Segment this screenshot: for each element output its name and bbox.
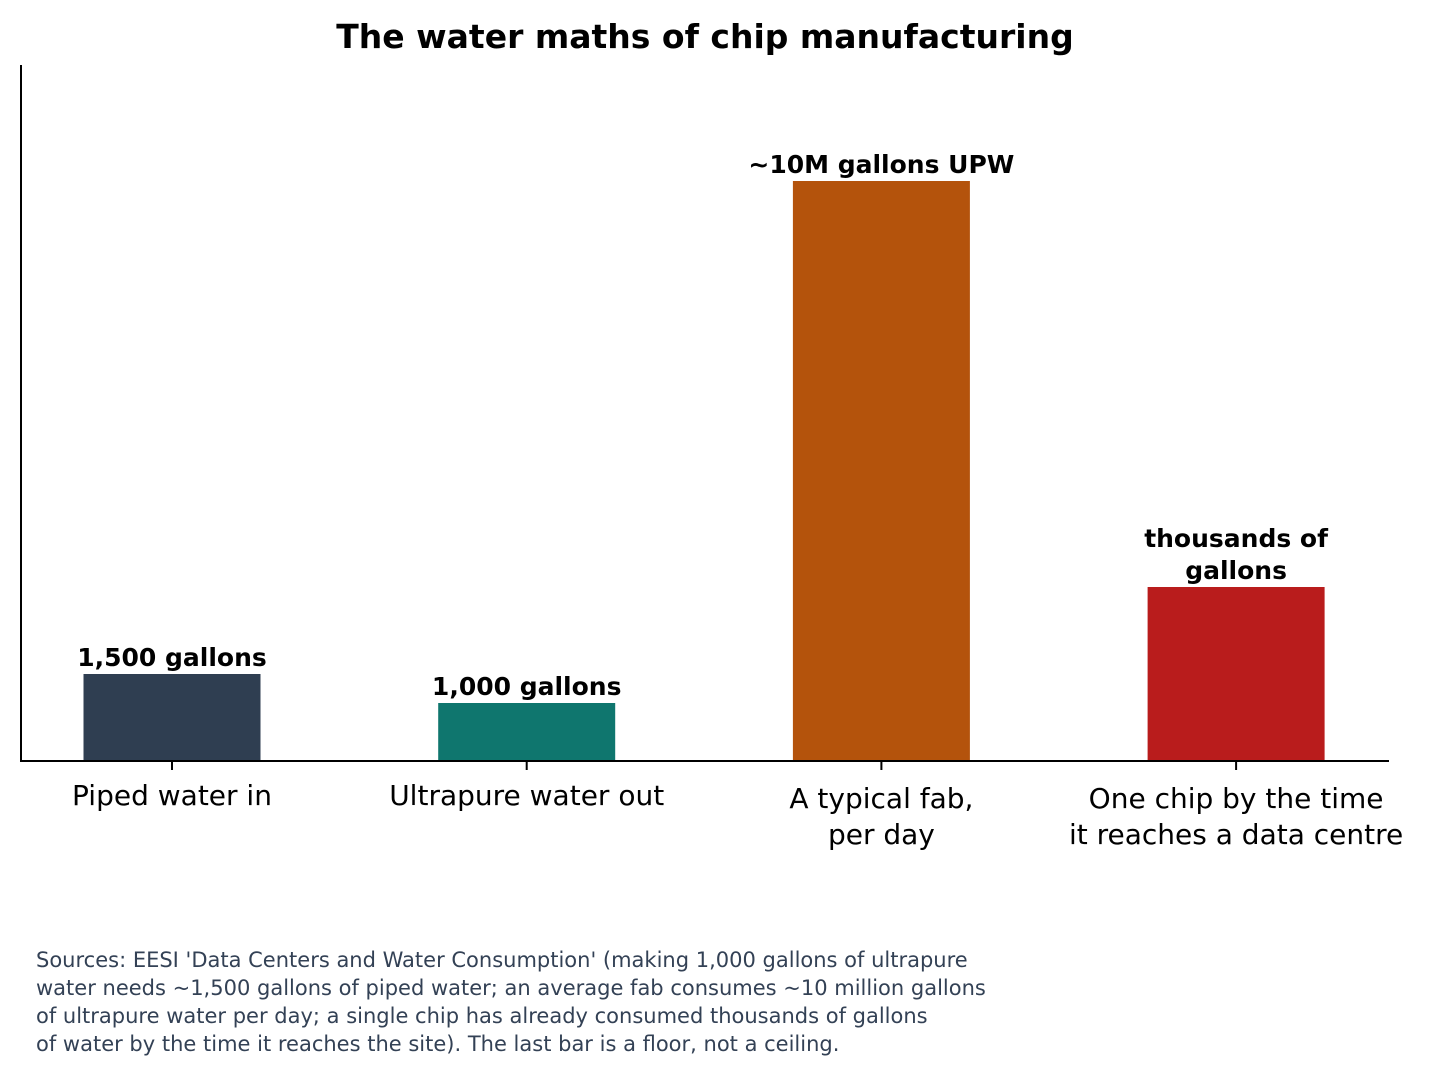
chart: The water maths of chip manufacturing 1,… bbox=[20, 17, 1403, 851]
bar-value-label-4: thousands of gallons bbox=[1144, 524, 1329, 585]
x-tick-label-1: Piped water in bbox=[72, 779, 272, 812]
source-note: Sources: EESI 'Data Centers and Water Co… bbox=[36, 948, 986, 1056]
x-tick-label-2: Ultrapure water out bbox=[389, 779, 664, 812]
bar-value-label-1: 1,500 gallons bbox=[77, 643, 267, 672]
x-tick-label-4: One chip by the time it reaches a data ce… bbox=[1069, 782, 1403, 851]
bar-3 bbox=[792, 181, 970, 761]
bar-1 bbox=[83, 674, 261, 761]
bar-value-label-3: ~10M gallons UPW bbox=[748, 150, 1014, 179]
plot-area: 1,500 gallons Piped water in 1,000 gallons… bbox=[72, 150, 1403, 851]
bar-value-label-2: 1,000 gallons bbox=[432, 672, 622, 701]
x-tick-label-3: A typical fab, per day bbox=[789, 782, 973, 851]
bar-4 bbox=[1147, 587, 1325, 761]
bar-2 bbox=[438, 703, 616, 761]
chart-title: The water maths of chip manufacturing bbox=[336, 17, 1073, 56]
